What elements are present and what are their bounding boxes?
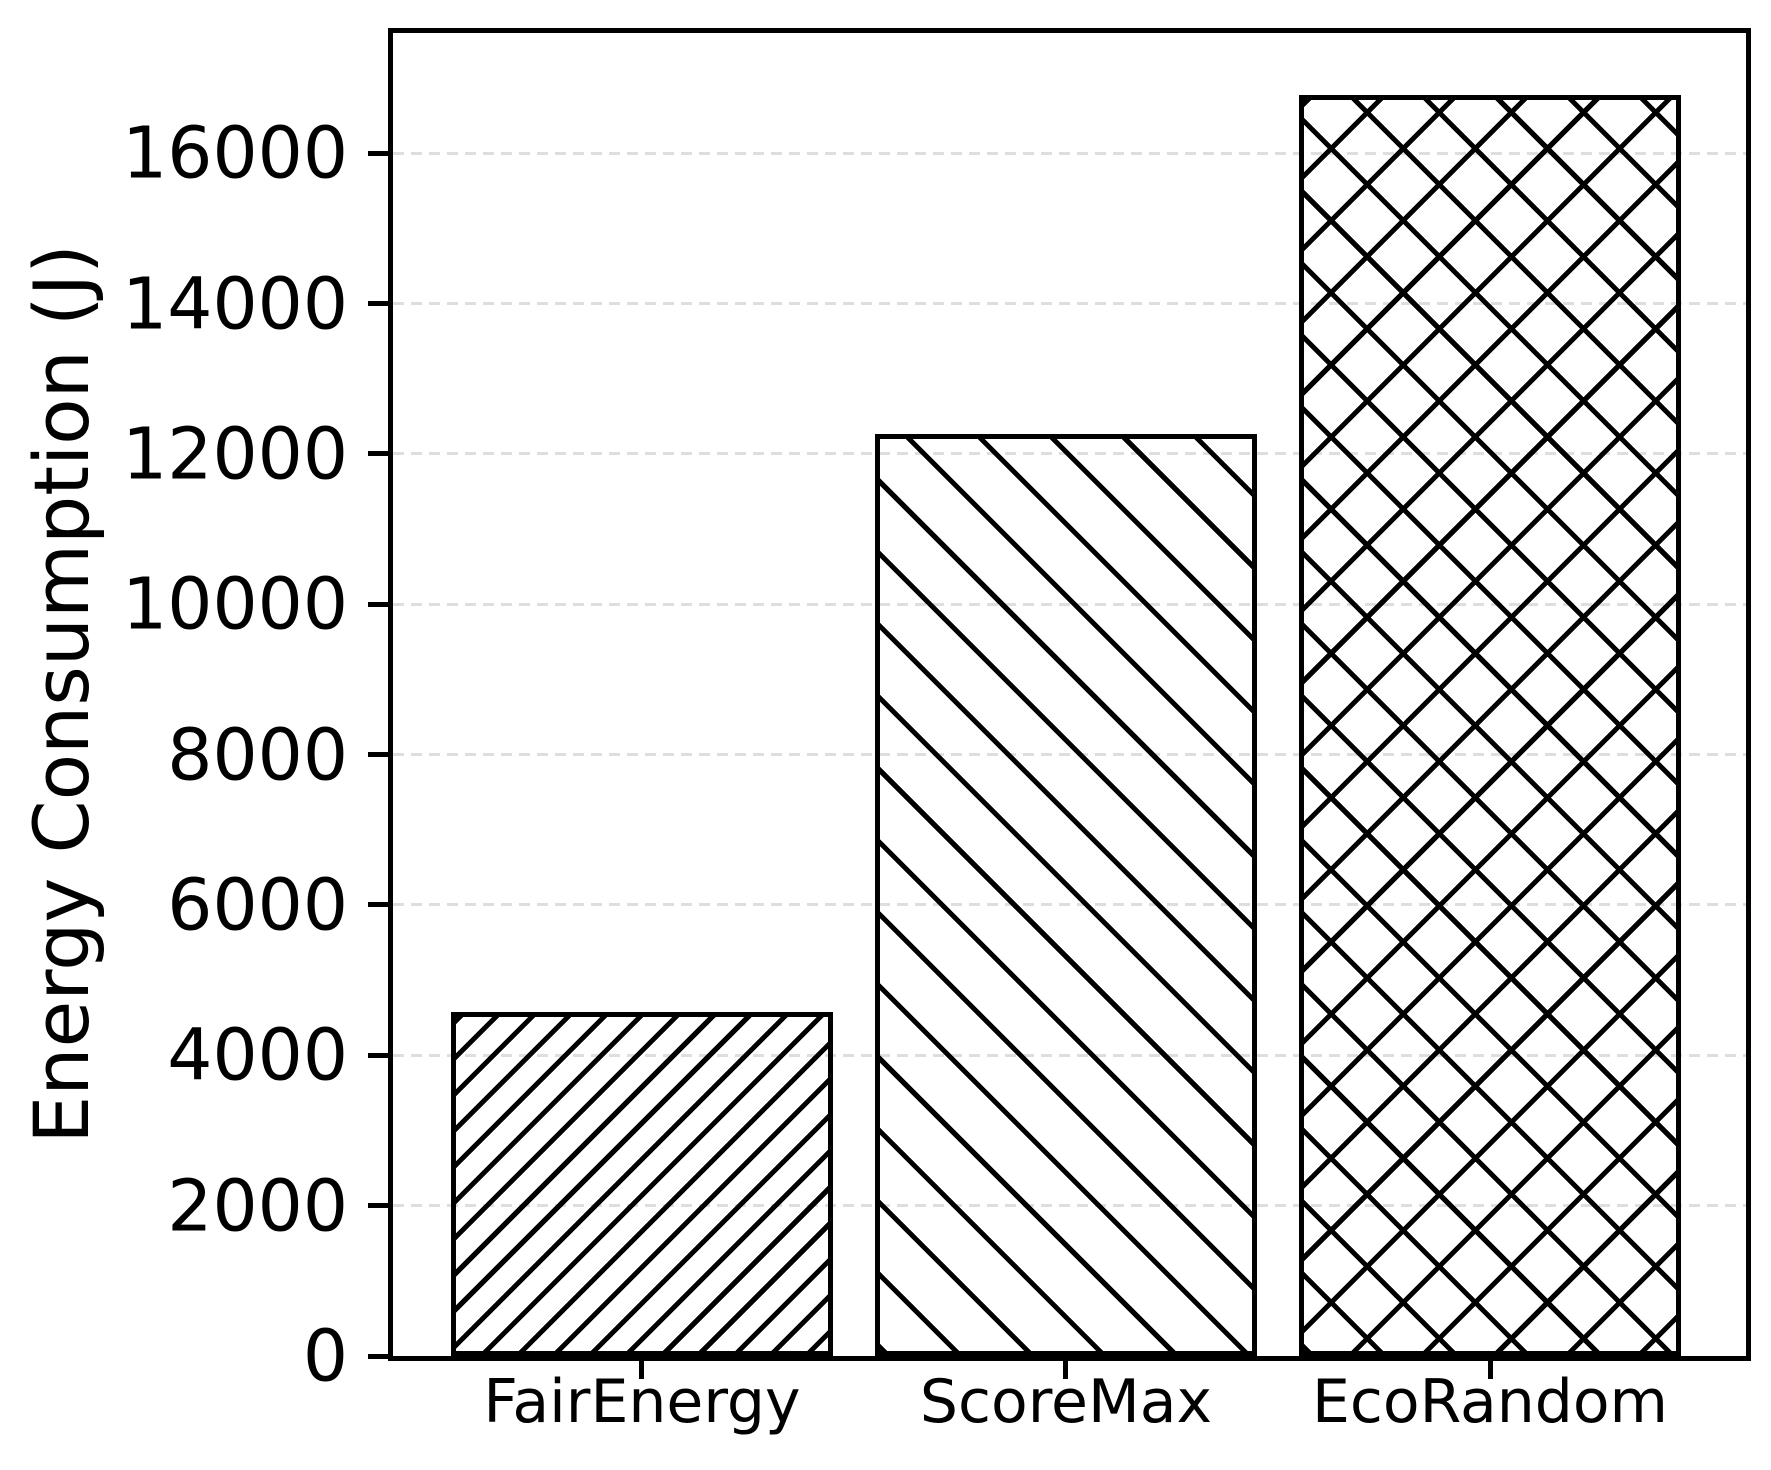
y-tick-mark-16000	[368, 150, 388, 156]
y-tick-mark-12000	[368, 451, 388, 457]
x-tick-label-fairenergy: FairEnergy	[483, 1367, 801, 1437]
x-tick-label-scoremax: ScoreMax	[919, 1367, 1213, 1437]
y-tick-mark-14000	[368, 301, 388, 307]
x-tick-mark-fairenergy	[639, 1361, 645, 1379]
y-tick-label-16000: 16000	[122, 111, 348, 195]
y-tick-mark-8000	[368, 752, 388, 758]
y-tick-label-14000: 14000	[122, 262, 348, 346]
plot-area	[388, 28, 1751, 1361]
bar-fairenergy	[450, 1011, 833, 1356]
y-tick-label-12000: 12000	[122, 412, 348, 496]
bar-scoremax	[875, 434, 1257, 1356]
y-tick-label-10000: 10000	[122, 562, 348, 646]
y-axis-title: Energy Consumption (J)	[17, 244, 106, 1144]
x-tick-label-ecorandom: EcoRandom	[1311, 1367, 1669, 1437]
y-tick-label-2000: 2000	[167, 1164, 348, 1248]
gridline-y14000	[393, 302, 1746, 306]
y-tick-label-4000: 4000	[167, 1013, 348, 1097]
y-tick-mark-6000	[368, 902, 388, 908]
y-tick-label-8000: 8000	[167, 713, 348, 797]
bar-ecorandom	[1299, 95, 1681, 1356]
y-tick-label-6000: 6000	[167, 863, 348, 947]
y-tick-mark-0	[368, 1353, 388, 1359]
x-tick-mark-ecorandom	[1487, 1361, 1493, 1379]
gridline-y16000	[393, 151, 1746, 155]
x-tick-mark-scoremax	[1063, 1361, 1069, 1379]
y-tick-mark-4000	[368, 1052, 388, 1058]
y-tick-mark-2000	[368, 1203, 388, 1209]
y-tick-label-0: 0	[302, 1314, 348, 1398]
y-tick-mark-10000	[368, 601, 388, 607]
